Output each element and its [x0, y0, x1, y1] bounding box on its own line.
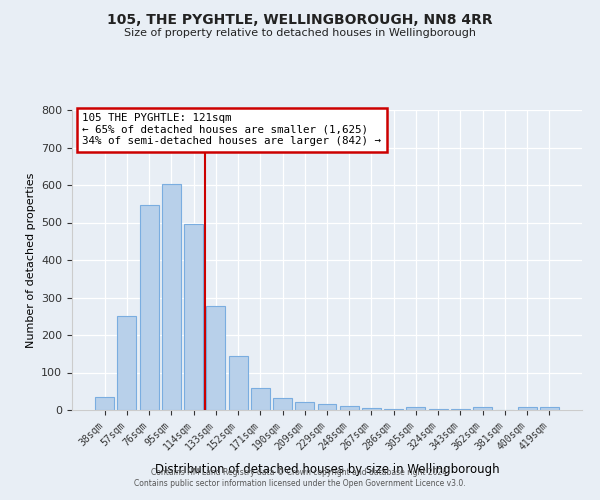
Bar [95, 397, 114, 410]
Bar [540, 407, 559, 410]
Text: 105, THE PYGHTLE, WELLINGBOROUGH, NN8 4RR: 105, THE PYGHTLE, WELLINGBOROUGH, NN8 4R… [107, 12, 493, 26]
Bar [451, 409, 470, 410]
Bar [273, 398, 292, 410]
Text: Contains HM Land Registry data © Crown copyright and database right 2024.
Contai: Contains HM Land Registry data © Crown c… [134, 468, 466, 487]
Bar [229, 356, 248, 410]
X-axis label: Distribution of detached houses by size in Wellingborough: Distribution of detached houses by size … [155, 463, 499, 476]
Y-axis label: Number of detached properties: Number of detached properties [26, 172, 35, 348]
Bar [184, 224, 203, 410]
Bar [317, 404, 337, 410]
Bar [518, 407, 536, 410]
Bar [362, 408, 381, 410]
Bar [473, 407, 492, 410]
Bar [118, 316, 136, 410]
Text: Size of property relative to detached houses in Wellingborough: Size of property relative to detached ho… [124, 28, 476, 38]
Bar [406, 407, 425, 410]
Bar [340, 406, 359, 410]
Bar [206, 306, 225, 410]
Bar [140, 204, 158, 410]
Bar [162, 184, 181, 410]
Bar [384, 409, 403, 410]
Bar [251, 388, 270, 410]
Text: 105 THE PYGHTLE: 121sqm
← 65% of detached houses are smaller (1,625)
34% of semi: 105 THE PYGHTLE: 121sqm ← 65% of detache… [82, 113, 381, 146]
Bar [429, 408, 448, 410]
Bar [295, 402, 314, 410]
